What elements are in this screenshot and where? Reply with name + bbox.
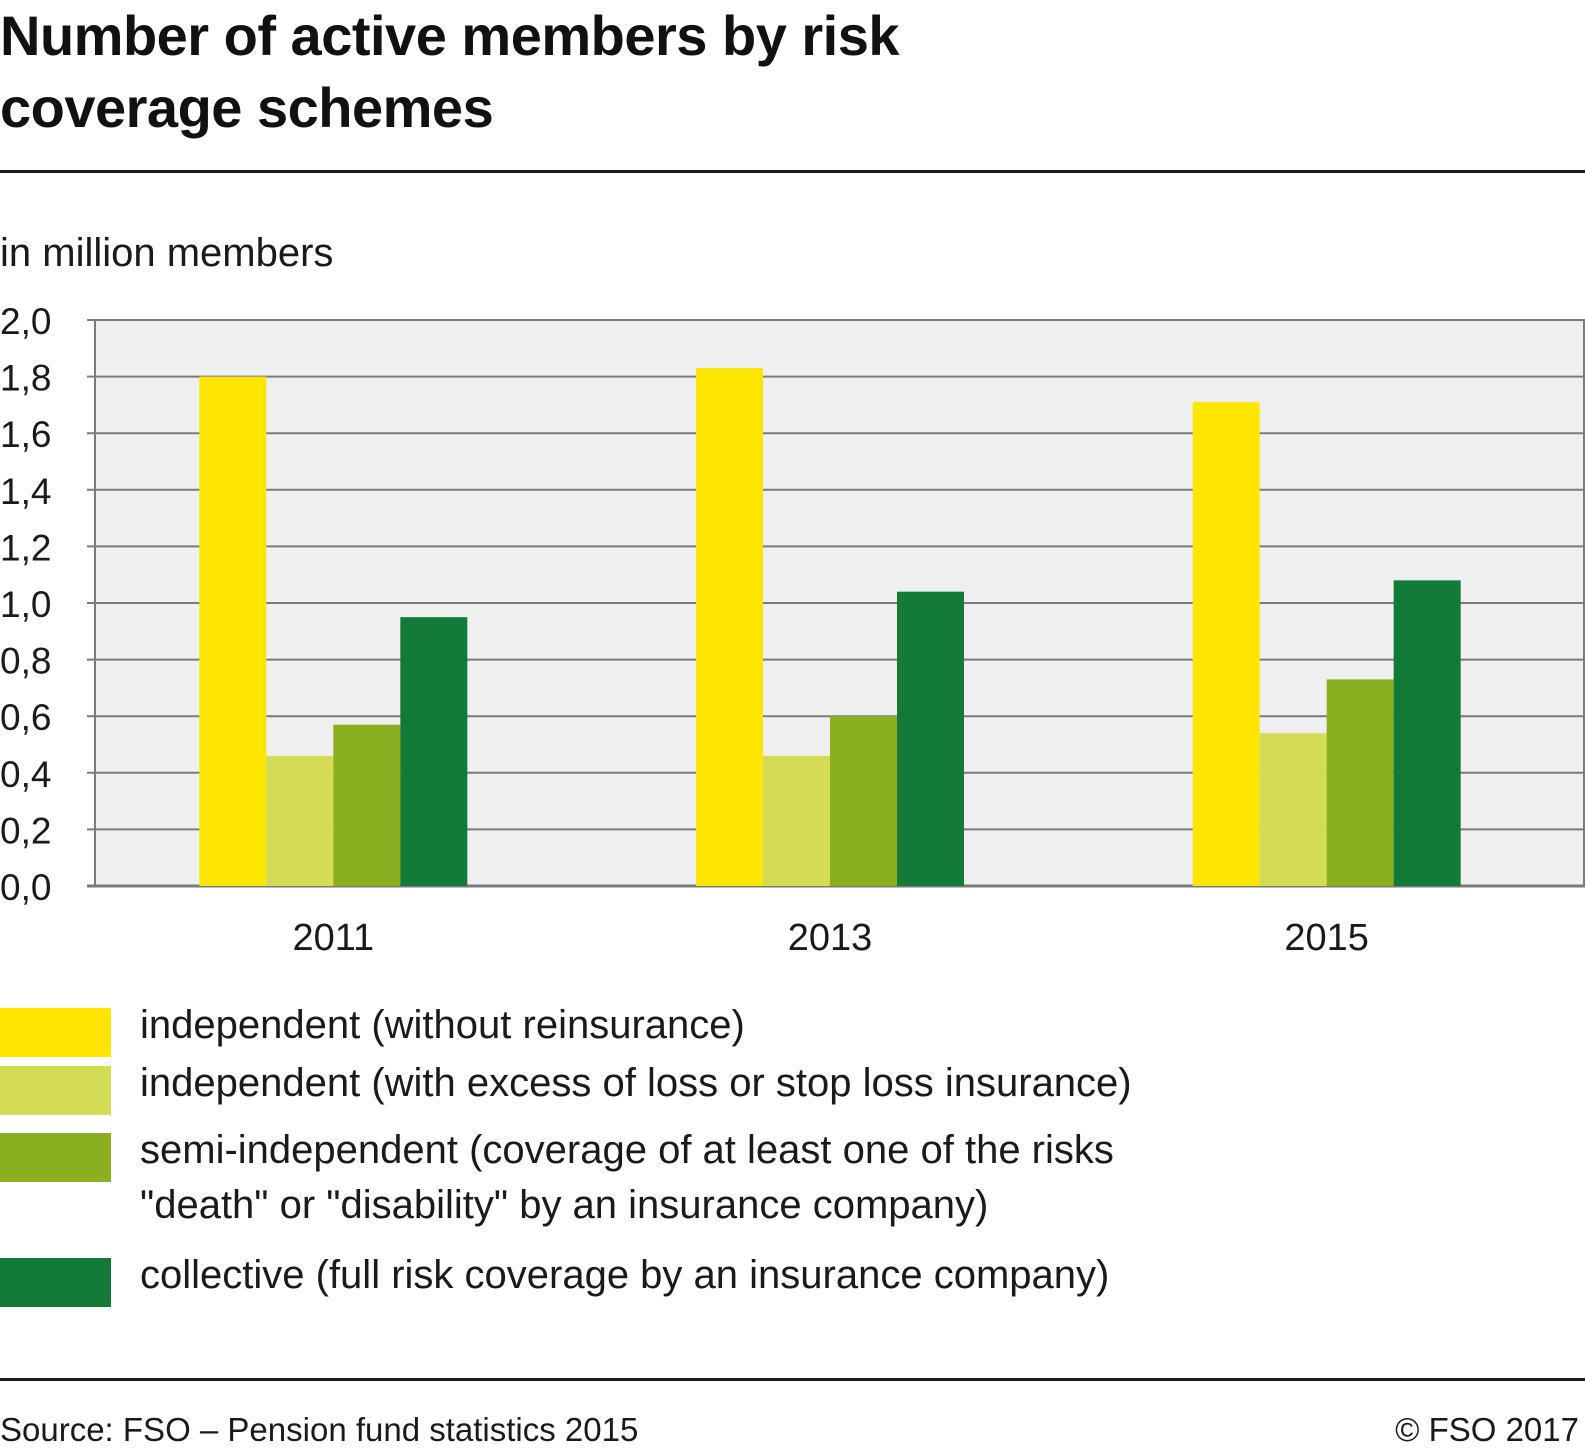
legend-label: collective (full risk coverage by an ins…	[140, 1253, 1110, 1297]
y-tick-label: 1,2	[0, 527, 51, 568]
bar-2011-series-1	[199, 376, 267, 886]
y-axis-unit-label: in million members	[0, 231, 334, 275]
y-axis-ticks: 0,0 0,2 0,4 0,6 0,8 1,0 1,2 1,4 1,6 1,8 2,0	[0, 301, 51, 908]
y-tick-label: 1,4	[0, 471, 51, 512]
legend-label: semi-independent (coverage of at least o…	[140, 1128, 1114, 1227]
copyright-note: © FSO 2017	[1395, 1411, 1579, 1448]
bar-2013-series-4	[897, 591, 964, 886]
y-tick-label: 1,8	[0, 358, 51, 399]
y-tick-label: 1,6	[0, 414, 51, 455]
legend-swatch	[0, 1133, 111, 1182]
bar-2015-series-4	[1393, 580, 1461, 886]
y-tick-label: 2,0	[0, 301, 51, 342]
bar-2015-series-2	[1259, 733, 1327, 886]
top-divider	[0, 170, 1585, 173]
y-tick-label: 1,0	[0, 584, 51, 625]
y-tick-label: 0,8	[0, 641, 51, 682]
chart-title: Number of active members by risk coverag…	[0, 4, 900, 139]
bar-2013-series-1	[696, 368, 763, 886]
bar-chart: 0,00,20,40,60,81,01,21,41,61,82,0 2011 20…	[0, 301, 1585, 959]
bar-2013-series-3	[830, 716, 897, 886]
legend-swatch	[0, 1258, 111, 1307]
y-tick-label: 0,4	[0, 754, 51, 795]
source-note: Source: FSO – Pension fund statistics 20…	[0, 1411, 639, 1448]
legend-swatch	[0, 1008, 111, 1057]
x-tick-label: 2013	[788, 917, 873, 959]
bar-2011-series-3	[333, 724, 401, 886]
bar-2015-series-3	[1326, 679, 1394, 886]
legend-label: independent (without reinsurance)	[140, 1003, 745, 1047]
y-tick-label: 0,6	[0, 697, 51, 738]
x-tick-label: 2015	[1284, 917, 1369, 959]
y-tick-label: 0,0	[0, 867, 51, 908]
x-tick-label: 2011	[292, 917, 374, 959]
bars	[199, 368, 1461, 886]
bottom-divider	[0, 1378, 1585, 1381]
legend-label: independent (with excess of loss or stop…	[140, 1061, 1132, 1105]
y-tick-label: 0,2	[0, 810, 51, 851]
x-axis-ticks: 2011 2013 2015	[292, 917, 1368, 959]
bar-2013-series-2	[763, 755, 830, 886]
bar-2015-series-1	[1192, 402, 1260, 886]
bar-2011-series-4	[400, 617, 468, 886]
legend-swatch	[0, 1066, 111, 1115]
bar-2011-series-2	[266, 755, 334, 886]
